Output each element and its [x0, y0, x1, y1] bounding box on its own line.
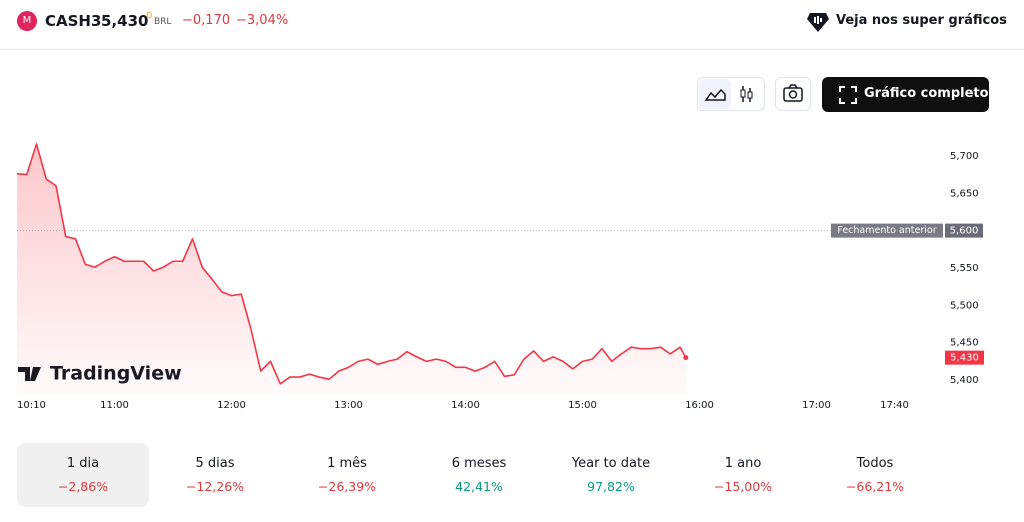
range-change: −12,26% — [185, 479, 245, 494]
range-label: 6 meses — [451, 456, 507, 471]
last-price-box — [945, 350, 984, 365]
x-tick-label: 15:00 — [568, 400, 597, 411]
range-change: −26,39% — [317, 479, 377, 494]
range-change: −2,86% — [57, 479, 109, 494]
x-tick-label: 10:10 — [17, 400, 46, 411]
last-point — [683, 355, 689, 361]
reference-label: 5,600 — [950, 226, 979, 237]
range-tab[interactable]: Year to date 97,82% — [545, 443, 677, 507]
x-tick-label: 16:00 — [685, 400, 714, 411]
diamond-icon — [807, 13, 829, 32]
full-chart-button[interactable]: Gráfico completo — [822, 77, 989, 112]
range-change: −15,00% — [713, 479, 773, 494]
range-label: 1 mês — [327, 456, 367, 471]
cta-link[interactable]: Veja nos super gráficos — [836, 13, 1007, 28]
logo: M — [17, 11, 37, 31]
range-label: Todos — [856, 456, 894, 471]
y-tick-label: 5,700 — [950, 151, 979, 162]
last-price-label: 5,430 — [950, 353, 979, 364]
range-change: 97,82% — [587, 479, 635, 494]
range-tab[interactable]: 1 dia −2,86% — [17, 443, 149, 507]
y-tick-label: 5,650 — [950, 188, 979, 199]
y-tick-label: 5,450 — [950, 338, 979, 349]
y-tick-label: 5,500 — [950, 300, 979, 311]
currency: BRL — [154, 17, 172, 27]
range-tab[interactable]: 1 ano −15,00% — [677, 443, 809, 507]
change-pct: −3,04% — [236, 13, 289, 28]
price-flag: D — [146, 11, 153, 20]
range-label: 1 ano — [724, 456, 762, 471]
range-change: 42,41% — [455, 479, 503, 494]
range-label: Year to date — [571, 456, 651, 471]
price-line — [16, 143, 687, 385]
reference-value-box — [945, 223, 983, 238]
range-label: 1 dia — [66, 456, 100, 471]
snapshot-button[interactable] — [775, 77, 811, 111]
header: M CASH3 5,430 D BRL −0,170 −3,04% Veja n… — [0, 0, 1024, 50]
x-tick-label: 17:00 — [802, 400, 831, 411]
change: −0,170 — [182, 13, 231, 28]
range-change: −66,21% — [845, 479, 905, 494]
x-tick-label: 11:00 — [100, 400, 129, 411]
style-icons — [699, 79, 753, 109]
y-tick-label: 5,550 — [950, 263, 979, 274]
range-label: 5 dias — [195, 456, 235, 471]
range-tab[interactable]: 6 meses 42,41% — [413, 443, 545, 507]
chart: TradingView5,4005,4505,5005,5505,6005,65… — [16, 143, 984, 411]
area — [17, 143, 686, 395]
x-tick-label: 13:00 — [334, 400, 363, 411]
chart-style-group — [697, 77, 765, 111]
range-tab[interactable]: 5 dias −12,26% — [149, 443, 281, 507]
reference-name: Fechamento anterior — [837, 225, 936, 236]
range-tab[interactable]: Todos −66,21% — [809, 443, 941, 507]
y-tick-label: 5,400 — [950, 375, 979, 386]
x-tick-label: 17:40 — [880, 400, 909, 411]
price: 5,430 — [101, 12, 149, 30]
range-tab[interactable]: 1 mês −26,39% — [281, 443, 413, 507]
camera-icon — [783, 84, 803, 102]
expand-icon — [839, 86, 857, 104]
symbol: CASH3 — [45, 12, 102, 30]
x-tick-label: 12:00 — [217, 400, 246, 411]
full-chart-label: Gráfico completo — [864, 86, 989, 101]
x-tick-label: 14:00 — [451, 400, 480, 411]
reference-name-box — [831, 223, 943, 238]
